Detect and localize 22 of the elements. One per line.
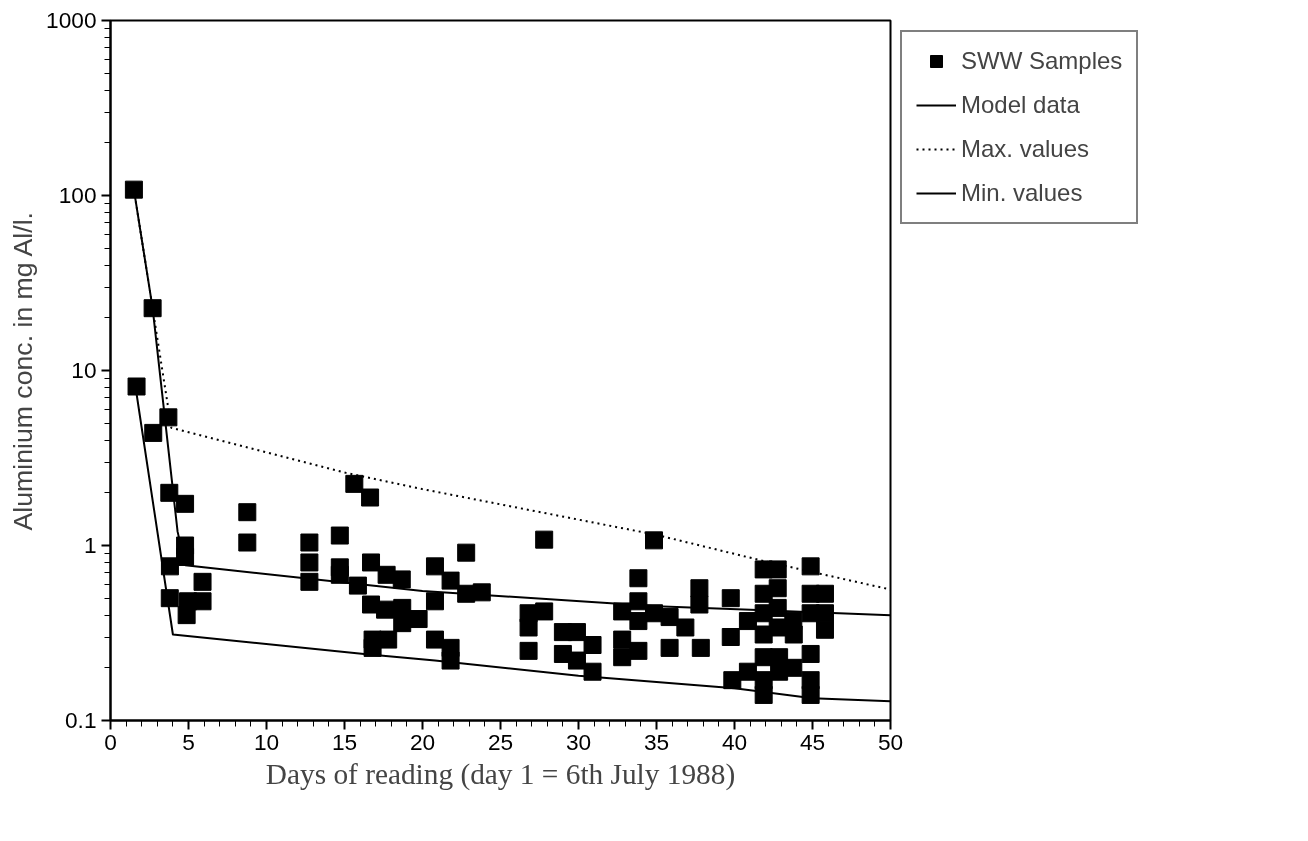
x-tick-label: 50 [877, 728, 904, 755]
x-tick-label: 40 [721, 728, 748, 755]
legend-label: SWW Samples [961, 47, 1123, 75]
y-tick-label: 10 [71, 357, 97, 383]
x-tick-label: 30 [565, 728, 592, 755]
x-tick-label: 25 [487, 728, 514, 755]
y-tick-label: 100 [58, 182, 97, 208]
legend-label: Model data [961, 91, 1080, 119]
x-tick-label: 15 [331, 728, 358, 755]
y-axis-title: Aluminium conc. in mg Al/l. [8, 211, 39, 531]
x-tick-label: 45 [799, 728, 826, 755]
x-tick-label: 35 [643, 728, 670, 755]
x-tick-label: 5 [182, 728, 195, 755]
x-tick-label: 0 [104, 728, 117, 755]
legend-label: Max. values [961, 135, 1090, 163]
x-tick-label: 20 [409, 728, 436, 755]
y-tick-label: 1000 [46, 7, 97, 33]
y-tick-label: 1 [83, 532, 97, 558]
legend-label: Min. values [961, 179, 1083, 207]
y-tick-label: 0.1 [65, 707, 97, 733]
x-axis-title: Days of reading (day 1 = 6th July 1988) [265, 757, 736, 791]
x-tick-label: 10 [253, 728, 280, 755]
